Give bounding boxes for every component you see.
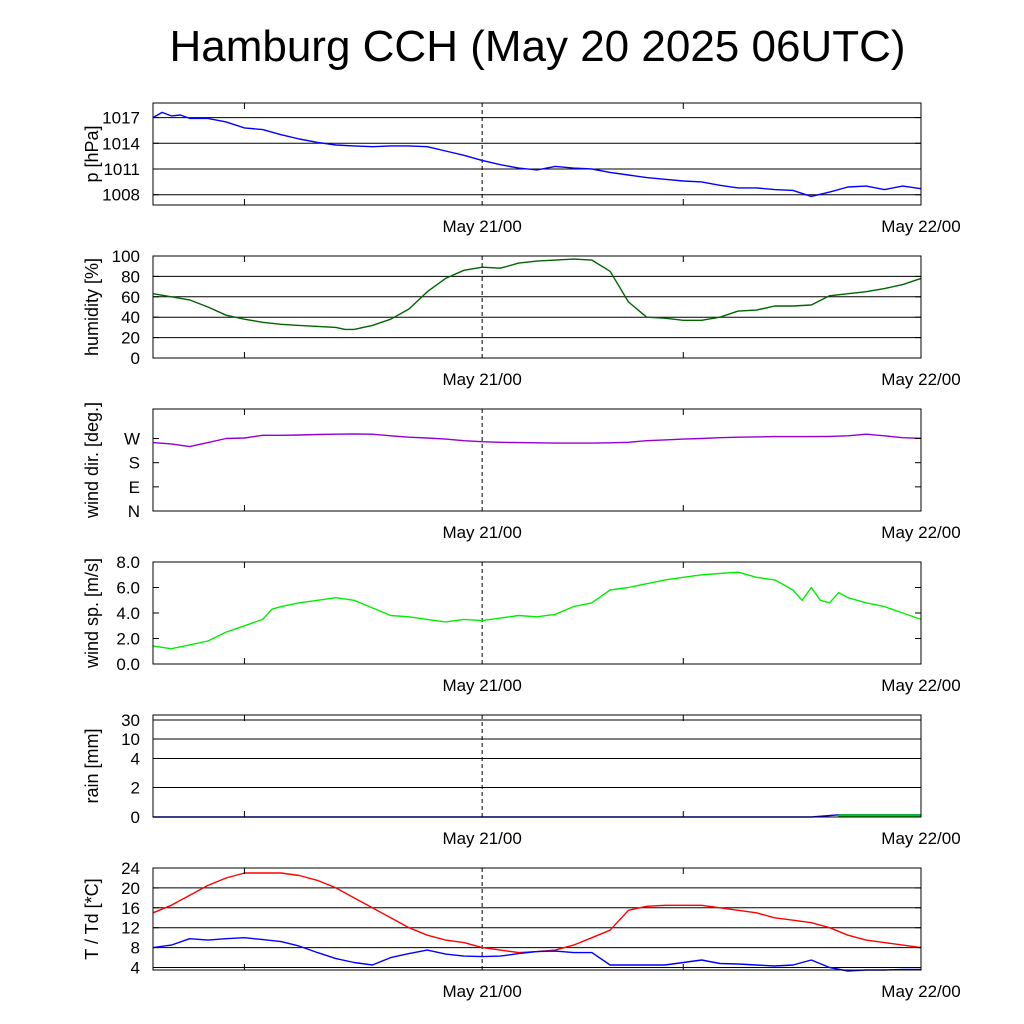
y-tick-label: 6.0 bbox=[116, 579, 140, 598]
plot-frame bbox=[152, 102, 922, 206]
series-line-1 bbox=[152, 937, 921, 972]
y-tick-label: 100 bbox=[112, 247, 140, 266]
y-axis-label: wind sp. [m/s] bbox=[82, 558, 102, 669]
y-tick-label: S bbox=[129, 454, 140, 473]
y-tick-label: 20 bbox=[121, 879, 140, 898]
x-tick-label: May 21/00 bbox=[442, 523, 521, 542]
x-tick-label: May 21/00 bbox=[442, 370, 521, 389]
y-tick-label: 1008 bbox=[102, 186, 140, 205]
x-tick-label: May 22/00 bbox=[881, 829, 960, 848]
x-tick-label: May 21/00 bbox=[442, 217, 521, 236]
y-tick-label: 30 bbox=[121, 711, 140, 730]
plot-frame bbox=[152, 408, 922, 512]
x-tick-label: May 22/00 bbox=[881, 523, 960, 542]
y-tick-label: 12 bbox=[121, 919, 140, 938]
y-tick-label: N bbox=[128, 502, 140, 521]
x-tick-label: May 22/00 bbox=[881, 982, 960, 1001]
y-tick-label: 0 bbox=[131, 808, 140, 827]
y-tick-label: W bbox=[124, 430, 140, 449]
y-tick-label: 0 bbox=[131, 349, 140, 368]
y-tick-label: E bbox=[129, 478, 140, 497]
y-tick-label: 4.0 bbox=[116, 604, 140, 623]
x-tick-label: May 21/00 bbox=[442, 676, 521, 695]
y-axis-label: wind dir. [deg.] bbox=[82, 402, 102, 519]
panel-3: 0.0 2.0 4.0 6.0 8.0 May 21/00 May 22/00 wind sp… bbox=[82, 553, 961, 695]
y-tick-label: 0.0 bbox=[116, 655, 140, 674]
y-tick-label: 1014 bbox=[102, 134, 140, 153]
plot-frame bbox=[152, 255, 922, 359]
series-line-0 bbox=[152, 571, 922, 650]
series-line-0 bbox=[152, 433, 922, 448]
panel-0: 1008 1011 1014 1017 May 21/00 May 22/00 p [hPa… bbox=[82, 102, 961, 236]
plot-frame bbox=[152, 714, 922, 818]
y-axis-label: T / Td [*C] bbox=[82, 878, 102, 959]
y-tick-label: 24 bbox=[121, 859, 140, 878]
y-tick-label: 60 bbox=[121, 288, 140, 307]
y-tick-label: 40 bbox=[121, 308, 140, 327]
y-tick-label: 16 bbox=[121, 899, 140, 918]
y-tick-label: 80 bbox=[121, 267, 140, 286]
y-axis-label: humidity [%] bbox=[82, 258, 102, 356]
y-tick-label: 1017 bbox=[102, 109, 140, 128]
y-axis-label: rain [mm] bbox=[82, 728, 102, 803]
series-line-0 bbox=[152, 258, 922, 331]
y-axis-label: p [hPa] bbox=[82, 125, 102, 182]
x-tick-label: May 22/00 bbox=[881, 676, 960, 695]
plot-frame bbox=[152, 867, 922, 971]
series-line-0 bbox=[152, 111, 922, 198]
y-tick-label: 8 bbox=[131, 939, 140, 958]
chart-title: Hamburg CCH (May 20 2025 06UTC) bbox=[169, 22, 906, 71]
x-tick-label: May 22/00 bbox=[881, 370, 960, 389]
y-tick-label: 8.0 bbox=[116, 553, 140, 572]
x-tick-label: May 21/00 bbox=[442, 982, 521, 1001]
y-tick-label: 20 bbox=[121, 329, 140, 348]
y-tick-label: 2 bbox=[131, 779, 140, 798]
x-tick-label: May 21/00 bbox=[442, 829, 521, 848]
y-tick-label: 2.0 bbox=[116, 630, 140, 649]
y-tick-label: 4 bbox=[131, 750, 140, 769]
y-tick-label: 1011 bbox=[103, 160, 140, 179]
x-tick-label: May 22/00 bbox=[881, 217, 960, 236]
y-tick-label: 4 bbox=[131, 959, 140, 978]
y-tick-label: 10 bbox=[121, 730, 140, 749]
